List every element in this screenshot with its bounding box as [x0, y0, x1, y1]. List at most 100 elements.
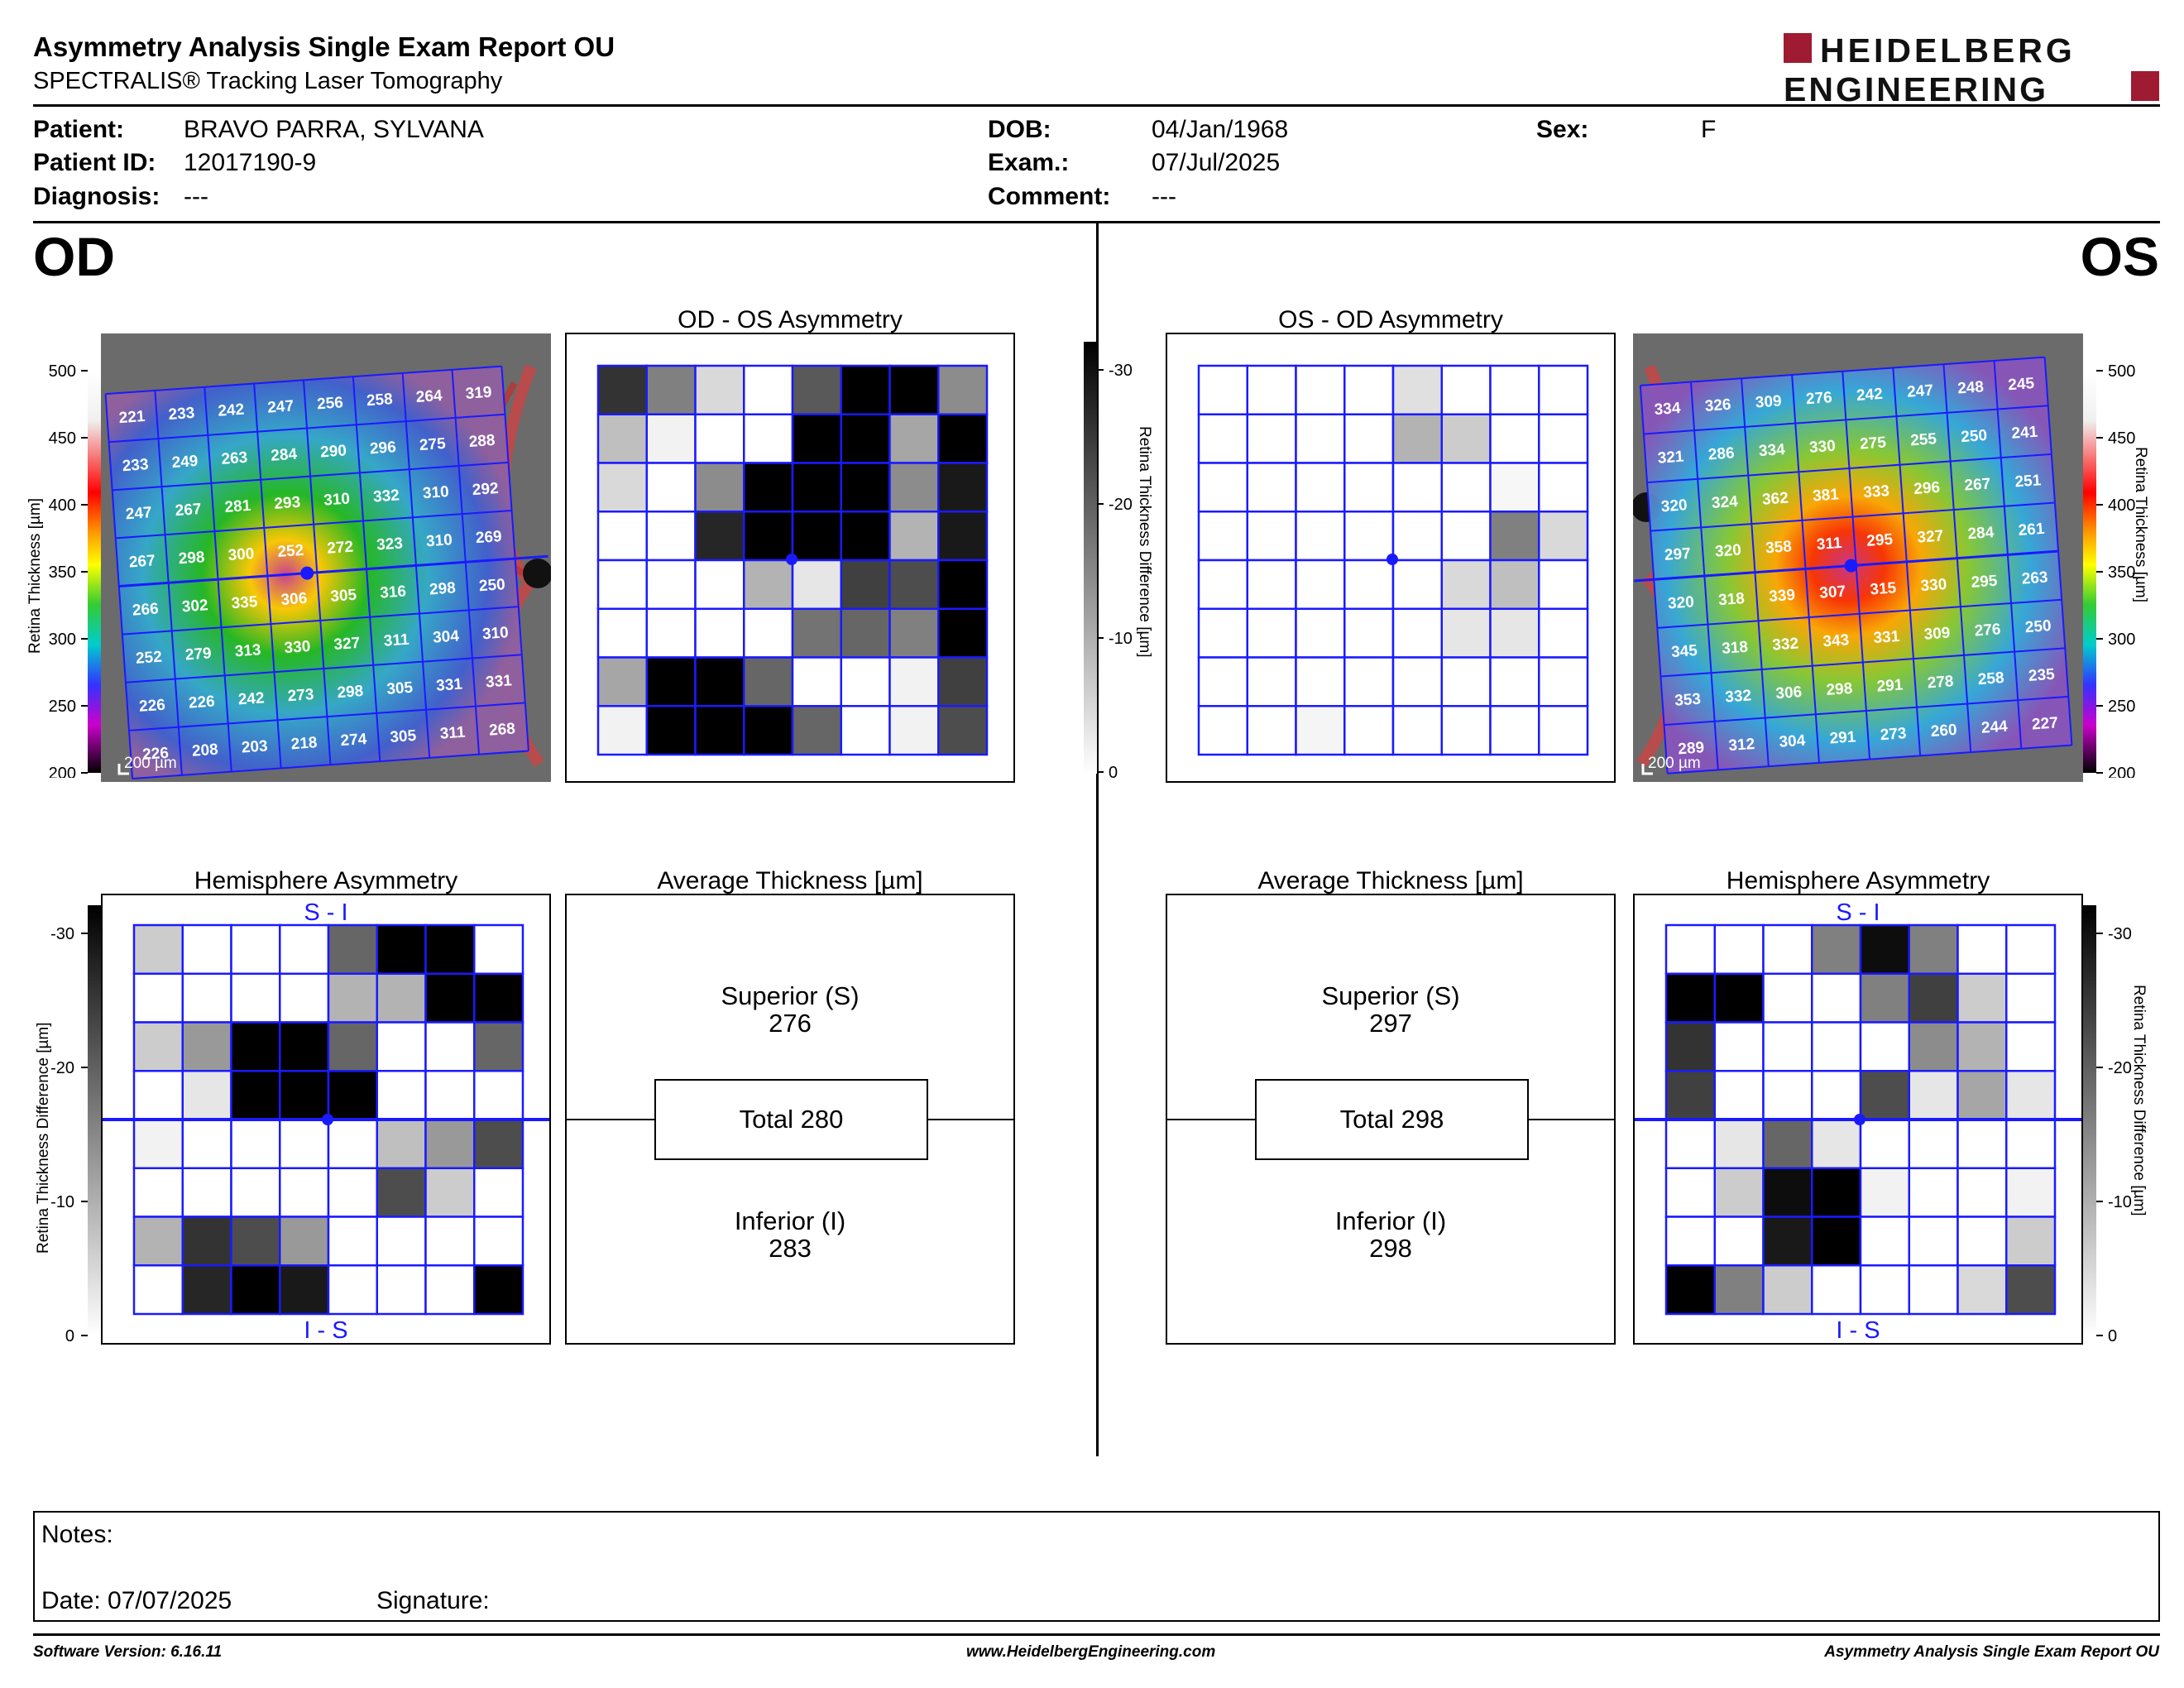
asymmetry-cell	[473, 1216, 524, 1267]
thickness-value: 324	[1711, 493, 1739, 512]
thickness-value: 300	[228, 545, 255, 564]
asymmetry-cell	[694, 364, 745, 415]
asymmetry-cell	[888, 413, 940, 464]
asymmetry-cell	[1343, 413, 1395, 464]
asymmetry-cell	[1489, 607, 1540, 659]
asymmetry-cell	[1664, 1167, 1716, 1218]
thickness-value: 293	[274, 494, 301, 513]
asymmetry-cell	[840, 364, 891, 415]
asymmetry-cell	[279, 923, 330, 975]
center-diff-scale: -30 -20 -10 0	[1084, 342, 1133, 782]
patient-label: Patient:	[33, 116, 125, 143]
thickness-value: 305	[390, 727, 418, 746]
asymmetry-cell	[645, 607, 697, 659]
asymmetry-cell	[645, 364, 697, 415]
os-hemi-panel: S - I I - S	[1633, 894, 2083, 1345]
thickness-value: 298	[178, 549, 205, 568]
asymmetry-cell	[1811, 1118, 1862, 1169]
asymmetry-cell	[1391, 511, 1443, 562]
notes-label: Notes:	[41, 1521, 113, 1548]
asymmetry-cell	[376, 1216, 427, 1267]
thickness-value: 244	[1980, 718, 2009, 737]
center-divider	[1096, 223, 1099, 1456]
asymmetry-cell	[1956, 923, 2008, 975]
asymmetry-cell	[181, 923, 232, 975]
asymmetry-cell	[743, 656, 794, 707]
asymmetry-cell	[376, 1021, 427, 1072]
thickness-value: 263	[221, 449, 248, 468]
thickness-value: 267	[175, 501, 202, 520]
asymmetry-cell	[791, 462, 842, 513]
asymmetry-cell	[1489, 511, 1540, 562]
asymmetry-cell	[473, 972, 524, 1024]
asymmetry-cell	[596, 413, 648, 464]
asymmetry-cell	[1246, 559, 1297, 610]
scale-tick-label: 400	[49, 496, 76, 515]
asymmetry-cell	[1489, 413, 1540, 464]
asymmetry-cell	[1343, 364, 1395, 415]
od-avg-panel: Superior (S) 276 Total 280 Inferior (I) …	[565, 894, 1015, 1345]
scale-tick-label: 350	[49, 563, 76, 582]
od-superior-label: Superior (S)	[721, 981, 860, 1010]
thickness-value: 226	[138, 697, 165, 716]
thickness-value: 320	[1714, 541, 1741, 560]
asymmetry-cell	[132, 1216, 184, 1267]
asymmetry-cell	[694, 607, 745, 659]
thickness-value: 276	[1974, 621, 2001, 640]
asymmetry-cell	[1343, 705, 1395, 756]
asymmetry-cell	[1908, 1070, 1959, 1121]
asymmetry-cell	[132, 1264, 184, 1316]
asymmetry-cell	[791, 607, 842, 659]
asymmetry-cell	[1908, 1216, 1959, 1267]
thickness-value: 381	[1812, 486, 1840, 505]
diagnosis-label: Diagnosis:	[33, 183, 160, 210]
comment-value: ---	[1152, 183, 1176, 210]
thickness-value: 248	[1957, 378, 1985, 397]
asymmetry-cell	[230, 1118, 281, 1169]
asymmetry-cell	[1713, 1021, 1765, 1072]
asymmetry-cell	[279, 1167, 330, 1218]
asymmetry-cell	[596, 462, 648, 513]
os-total-box: Total 298	[1255, 1079, 1529, 1160]
asymmetry-cell	[1664, 1021, 1716, 1072]
scale-tick-label: 450	[2108, 429, 2135, 448]
patient-id-label: Patient ID:	[33, 149, 156, 176]
asymmetry-cell	[424, 1021, 476, 1072]
asymmetry-cell	[1197, 705, 1248, 756]
thickness-value: 302	[181, 597, 208, 616]
asymmetry-cell	[327, 923, 378, 975]
notes-box[interactable]: Notes: Date: 07/07/2025 Signature:	[33, 1511, 2160, 1622]
asymmetry-cell	[1956, 1118, 2008, 1169]
asymmetry-cell	[2005, 1216, 2057, 1267]
thickness-value: 319	[465, 384, 492, 403]
asymmetry-cell	[1956, 1021, 2008, 1072]
asymmetry-cell	[230, 1070, 281, 1121]
asymmetry-cell	[279, 1264, 330, 1316]
asymmetry-cell	[743, 413, 794, 464]
asymmetry-cell	[1908, 1118, 1959, 1169]
asymmetry-cell	[424, 1167, 476, 1218]
asymmetry-cell	[1538, 559, 1589, 610]
dob-value: 04/Jan/1968	[1152, 116, 1289, 143]
thickness-value: 330	[1920, 576, 1947, 595]
asymmetry-cell	[1664, 1070, 1716, 1121]
thickness-value: 247	[125, 504, 152, 523]
asymmetry-cell	[1391, 364, 1443, 415]
asymmetry-cell	[1489, 462, 1540, 513]
asymmetry-cell	[181, 1167, 232, 1218]
diff-tick-label: 0	[1109, 764, 1118, 782]
asymmetry-cell	[840, 705, 891, 756]
asymmetry-cell	[840, 656, 891, 707]
asymmetry-cell	[1489, 656, 1540, 707]
thickness-value: 296	[1913, 479, 1941, 498]
asymmetry-cell	[1859, 1118, 1910, 1169]
thickness-value: 312	[1728, 736, 1755, 755]
thickness-value: 263	[2021, 568, 2048, 587]
asymmetry-cell	[743, 364, 794, 415]
asymmetry-cell	[1295, 656, 1346, 707]
asymmetry-cell	[1343, 462, 1395, 513]
asymmetry-cell	[230, 1216, 281, 1267]
diff-tick-label: -20	[1109, 496, 1133, 514]
website-link[interactable]: www.HeidelbergEngineering.com	[966, 1643, 1216, 1661]
asymmetry-cell	[1713, 1167, 1765, 1218]
